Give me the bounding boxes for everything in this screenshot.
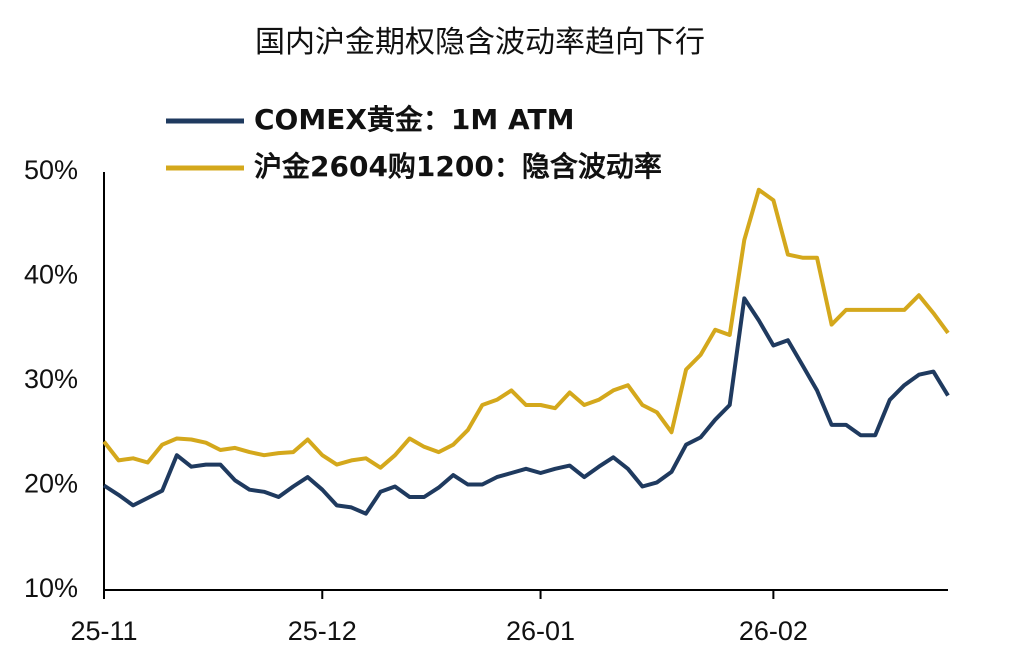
y-tick-label: 30%: [24, 364, 78, 394]
chart-title: 国内沪金期权隐含波动率趋向下行: [255, 25, 705, 60]
x-tick-label: 25-11: [70, 616, 137, 646]
x-tick-label: 26-02: [739, 616, 808, 646]
y-tick-label: 50%: [24, 155, 78, 185]
y-tick-label: 40%: [24, 260, 78, 290]
series-line: [102, 187, 950, 470]
x-tick-label: 25-12: [288, 616, 357, 646]
y-tick-label: 20%: [24, 469, 78, 499]
legend-label: COMEX黄金：1M ATM: [254, 103, 574, 136]
y-tick-label: 10%: [24, 573, 78, 603]
legend-label: 沪金2604购1200：隐含波动率: [254, 150, 662, 183]
series-line: [102, 296, 950, 516]
x-tick-label: 26-01: [506, 616, 575, 646]
